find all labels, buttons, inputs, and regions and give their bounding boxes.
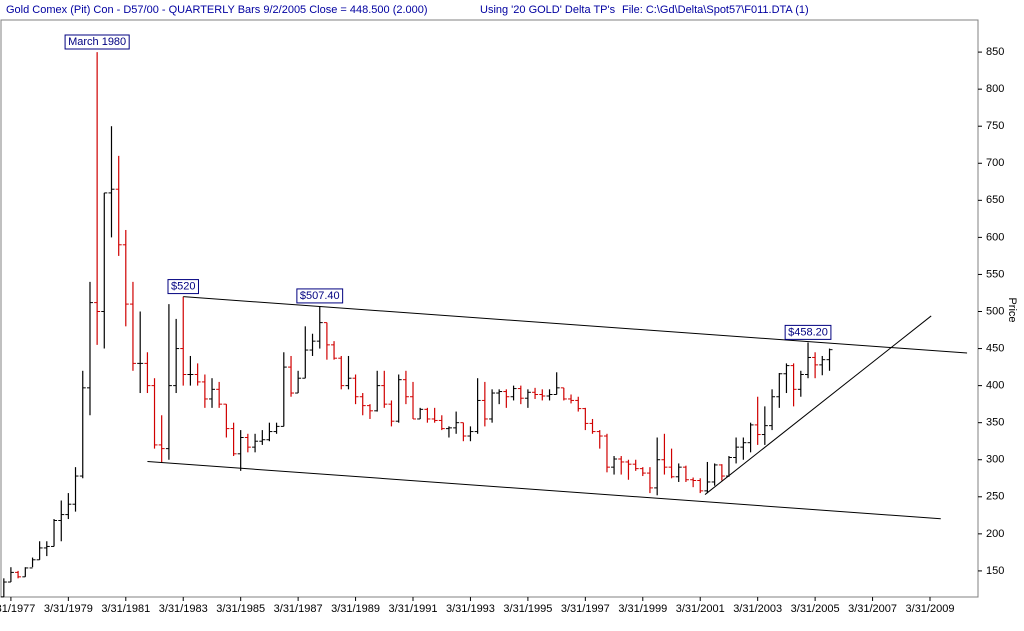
y-tick-label: 200 <box>986 528 1004 540</box>
annotation-box <box>784 324 832 340</box>
x-tick-label: 3/31/1997 <box>561 603 610 615</box>
y-tick-label: 250 <box>986 491 1004 503</box>
y-tick-label: 450 <box>986 342 1004 354</box>
y-tick-label: 400 <box>986 380 1004 392</box>
x-tick-label: 3/31/2005 <box>791 603 840 615</box>
annotation-box <box>64 34 130 50</box>
x-tick-label: 3/31/1991 <box>389 603 438 615</box>
annotation-box <box>167 279 199 295</box>
x-tick-label: 3/31/1989 <box>331 603 380 615</box>
x-tick-label: 3/31/1981 <box>101 603 150 615</box>
y-tick-label: 550 <box>986 268 1004 280</box>
x-tick-label: 3/31/1995 <box>503 603 552 615</box>
y-tick-label: 350 <box>986 417 1004 429</box>
y-tick-label: 150 <box>986 565 1004 577</box>
annotation-box <box>296 288 344 304</box>
x-tick-label: 3/31/1993 <box>446 603 495 615</box>
x-tick-label: 3/31/1985 <box>216 603 265 615</box>
y-tick-label: 700 <box>986 157 1004 169</box>
trend-line <box>147 461 941 520</box>
trend-line <box>704 315 932 495</box>
x-tick-label: 3/31/1999 <box>618 603 667 615</box>
y-tick-label: 300 <box>986 454 1004 466</box>
annotation-text: $507.40 <box>300 290 340 302</box>
y-tick-label: 650 <box>986 194 1004 206</box>
x-tick-label: 3/31/2003 <box>733 603 782 615</box>
x-tick-label: 3/31/1977 <box>0 603 35 615</box>
y-tick-label: 800 <box>986 83 1004 95</box>
annotation-text: $520 <box>171 281 195 293</box>
y-axis-label: Price <box>1006 297 1018 322</box>
y-tick-label: 750 <box>986 120 1004 132</box>
x-tick-label: 3/31/1983 <box>159 603 208 615</box>
y-tick-label: 600 <box>986 231 1004 243</box>
x-tick-label: 3/31/2007 <box>848 603 897 615</box>
annotation-text: $458.20 <box>788 326 828 338</box>
annotation-text: March 1980 <box>68 36 126 48</box>
header-series: Gold Comex (Pit) Con - D57/00 - QUARTERL… <box>6 4 428 16</box>
x-tick-label: 3/31/1979 <box>44 603 93 615</box>
header-file: File: C:\Gd\Delta\Spot57\F011.DTA (1) <box>622 4 809 16</box>
x-tick-label: 3/31/2009 <box>906 603 955 615</box>
x-tick-label: 3/31/2001 <box>676 603 725 615</box>
trend-line <box>183 296 968 354</box>
x-tick-label: 3/31/1987 <box>274 603 323 615</box>
y-tick-label: 500 <box>986 305 1004 317</box>
y-tick-label: 850 <box>986 46 1004 58</box>
plot-area <box>0 19 979 598</box>
header-method: Using '20 GOLD' Delta TP's <box>480 4 616 16</box>
